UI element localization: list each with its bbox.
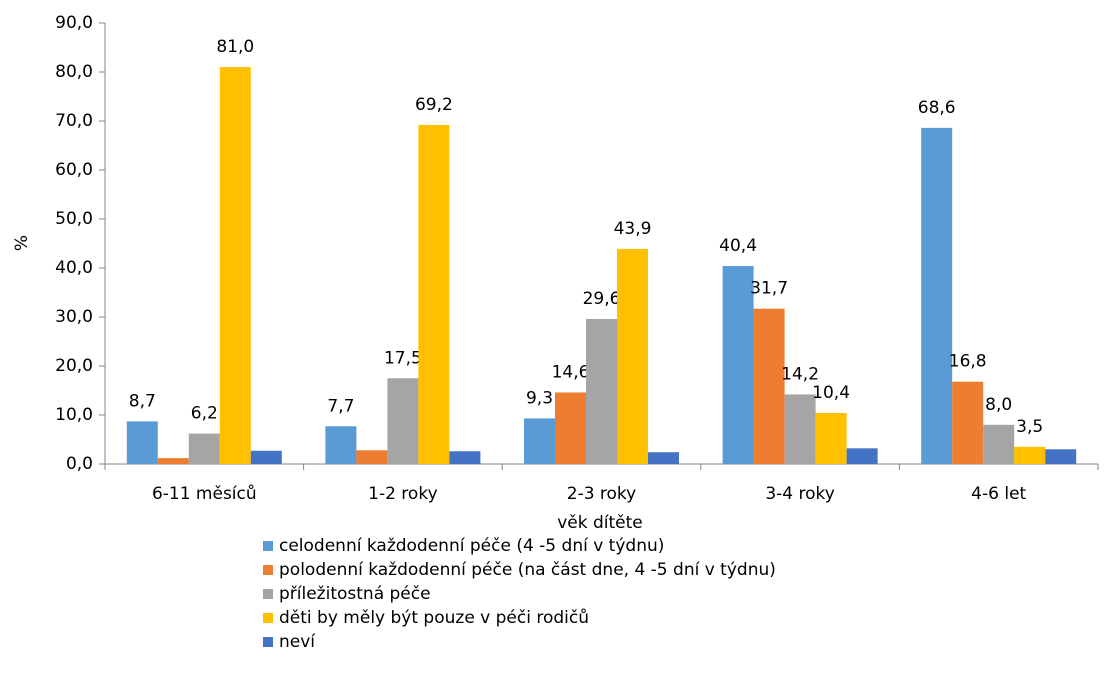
y-tick-label: 10,0 (55, 405, 93, 425)
legend-label: příležitostná péče (279, 584, 431, 604)
data-label: 69,2 (415, 95, 453, 115)
bar (157, 458, 189, 464)
data-label: 68,6 (918, 98, 956, 118)
y-tick-label: 70,0 (55, 111, 93, 131)
data-label: 14,6 (552, 362, 590, 382)
y-tick-label: 40,0 (55, 258, 93, 278)
data-label: 8,0 (985, 395, 1012, 415)
bar (524, 418, 555, 464)
data-label: 6,2 (191, 404, 218, 424)
y-tick-label: 90,0 (55, 13, 93, 33)
x-tick-label: 1-2 roky (368, 484, 438, 504)
data-label: 40,4 (719, 236, 757, 256)
y-tick-label: 80,0 (55, 62, 93, 82)
bar (1045, 449, 1077, 464)
y-tick-label: 60,0 (55, 160, 93, 180)
bar (325, 426, 357, 464)
bar (418, 124, 450, 465)
bar (617, 248, 648, 464)
bar (449, 451, 481, 464)
bar (846, 448, 878, 464)
bar (387, 378, 419, 464)
y-axis-label: % (12, 235, 32, 251)
legend-swatch (263, 637, 273, 647)
legend-swatch (263, 541, 273, 551)
x-tick-label: 6-11 měsíců (152, 484, 257, 504)
bar (126, 421, 158, 464)
bar (586, 318, 617, 464)
data-label: 9,3 (526, 388, 553, 408)
legend-label: celodenní každodenní péče (4 -5 dní v tý… (279, 536, 664, 556)
bar (722, 266, 754, 464)
legend-swatch (263, 589, 273, 599)
y-tick-label: 0,0 (66, 454, 93, 474)
x-axis-label: věk dítěte (557, 513, 643, 533)
y-tick-label: 50,0 (55, 209, 93, 229)
x-tick-label: 4-6 let (971, 484, 1026, 504)
bar (219, 67, 251, 464)
legend-label: neví (279, 632, 316, 652)
data-label: 10,4 (812, 383, 850, 403)
y-tick-label: 20,0 (55, 356, 93, 376)
bar (952, 381, 984, 464)
x-tick-label: 2-3 roky (567, 484, 637, 504)
legend-swatch (263, 565, 273, 575)
data-label: 29,6 (583, 289, 621, 309)
x-tick-label: 3-4 roky (765, 484, 835, 504)
bar (555, 392, 586, 464)
bar (250, 450, 282, 464)
legend-label: děti by měly být pouze v péči rodičů (279, 608, 589, 628)
bar (648, 452, 679, 464)
bar (1014, 446, 1046, 464)
y-tick-label: 30,0 (55, 307, 93, 327)
data-label: 14,2 (781, 364, 819, 384)
data-label: 31,7 (750, 279, 788, 299)
data-label: 7,7 (327, 396, 354, 416)
bar (188, 433, 220, 464)
data-label: 43,9 (614, 219, 652, 239)
bar (815, 413, 847, 464)
data-label: 16,8 (949, 352, 987, 372)
bar (983, 424, 1015, 464)
data-label: 3,5 (1016, 417, 1043, 437)
bar (753, 308, 785, 464)
legend-swatch (263, 613, 273, 623)
bar (356, 450, 388, 464)
legend-label: polodenní každodenní péče (na část dne, … (279, 560, 776, 580)
data-label: 8,7 (129, 391, 156, 411)
bar (784, 394, 816, 464)
bar (921, 127, 953, 465)
data-label: 81,0 (216, 37, 254, 57)
data-label: 17,5 (384, 348, 422, 368)
